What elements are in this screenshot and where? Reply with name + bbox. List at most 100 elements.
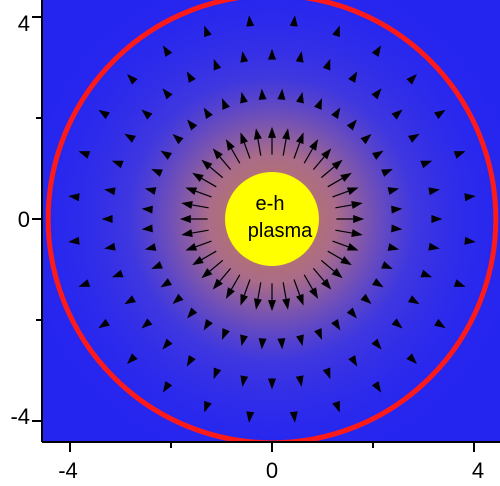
field-arrow <box>221 98 230 110</box>
field-arrow <box>420 160 433 169</box>
field-arrow <box>332 187 359 198</box>
arrow-head <box>221 328 230 340</box>
arrow-head <box>101 215 113 223</box>
field-arrow <box>185 187 212 198</box>
arrow-head <box>346 307 357 319</box>
arrow-head <box>295 51 304 63</box>
field-arrow <box>213 367 222 380</box>
field-arrow <box>160 278 172 288</box>
arrow-shaft <box>335 229 353 234</box>
x-tick-label-4: 4 <box>472 458 484 483</box>
x-tick-label-neg4: -4 <box>58 458 78 483</box>
arrow-head <box>268 48 276 60</box>
axes <box>32 0 500 452</box>
arrow-head <box>268 378 276 390</box>
arrow-head <box>212 148 223 160</box>
field-arrow <box>179 215 208 223</box>
arrow-head <box>371 45 382 57</box>
field-arrow <box>371 88 382 100</box>
field-arrow <box>268 283 276 312</box>
arrow-head <box>162 381 173 393</box>
arrow-head <box>253 298 262 310</box>
arrow-head <box>162 45 173 57</box>
arrow-head <box>282 298 291 310</box>
arrow-head <box>151 168 163 177</box>
field-arrow <box>172 134 184 145</box>
arrow-head <box>181 200 193 209</box>
field-arrow <box>391 224 403 233</box>
field-arrow <box>240 279 251 306</box>
arrow-head <box>464 236 476 245</box>
arrow-head <box>141 205 153 214</box>
field-arrow <box>204 400 212 413</box>
arrow-head <box>464 193 476 202</box>
field-arrow <box>332 240 359 251</box>
arrow-head <box>127 353 138 364</box>
field-arrow <box>160 150 172 160</box>
field-arrow <box>408 295 420 305</box>
arrow-shaft <box>191 229 209 234</box>
arrow-head <box>406 353 417 364</box>
field-arrow <box>346 119 357 131</box>
arrow-head <box>346 243 359 251</box>
arrow-head <box>340 256 352 266</box>
arrow-head <box>179 215 191 223</box>
arrow-head <box>372 278 384 288</box>
arrow-head <box>296 91 304 104</box>
field-arrow <box>240 91 248 104</box>
field-arrow <box>141 205 153 214</box>
arrow-shaft <box>201 177 217 188</box>
axis-ticks <box>32 16 475 452</box>
arrow-head <box>111 160 124 169</box>
field-arrow <box>240 132 251 159</box>
arrow-head <box>296 334 304 347</box>
field-arrow <box>111 160 124 169</box>
arrow-head <box>453 279 466 287</box>
field-arrow <box>372 150 384 160</box>
arrow-head <box>391 205 403 214</box>
field-arrow <box>371 338 382 350</box>
field-arrow <box>172 293 184 304</box>
field-arrow <box>360 134 372 145</box>
field-arrow <box>320 159 343 179</box>
field-arrow <box>141 318 153 329</box>
field-arrow <box>268 126 276 155</box>
field-arrow <box>151 261 163 270</box>
field-arrow <box>289 411 298 423</box>
arrow-head <box>204 25 212 38</box>
arrow-head <box>331 319 341 331</box>
arrow-head <box>68 236 80 245</box>
field-arrow <box>240 51 249 63</box>
field-arrow <box>296 91 304 104</box>
field-arrow <box>98 318 110 329</box>
field-arrow <box>127 353 138 364</box>
field-arrow <box>428 242 440 251</box>
field-arrow <box>181 200 209 209</box>
field-arrow <box>282 282 291 310</box>
field-arrow <box>295 51 304 63</box>
field-arrow <box>201 159 224 179</box>
arrow-head <box>277 338 286 350</box>
arrow-head <box>353 215 365 223</box>
field-arrow <box>98 109 110 120</box>
field-arrow <box>360 293 372 304</box>
field-arrow <box>293 132 304 159</box>
field-arrow <box>312 148 332 171</box>
arrow-head <box>453 151 466 159</box>
arrow-head <box>162 338 173 350</box>
field-arrow <box>162 88 173 100</box>
field-arrow <box>372 278 384 288</box>
field-arrow <box>322 58 331 71</box>
field-arrow <box>327 250 352 266</box>
arrow-head <box>253 128 262 140</box>
arrow-shaft <box>195 190 212 198</box>
arrow-head <box>111 269 124 278</box>
field-arrow <box>296 334 304 347</box>
arrow-head <box>104 242 116 251</box>
field-arrow <box>212 148 232 171</box>
arrow-head <box>434 109 446 120</box>
field-arrow <box>332 400 340 413</box>
arrow-head <box>348 71 358 83</box>
arrow-head <box>144 243 157 251</box>
field-arrow <box>277 88 286 100</box>
